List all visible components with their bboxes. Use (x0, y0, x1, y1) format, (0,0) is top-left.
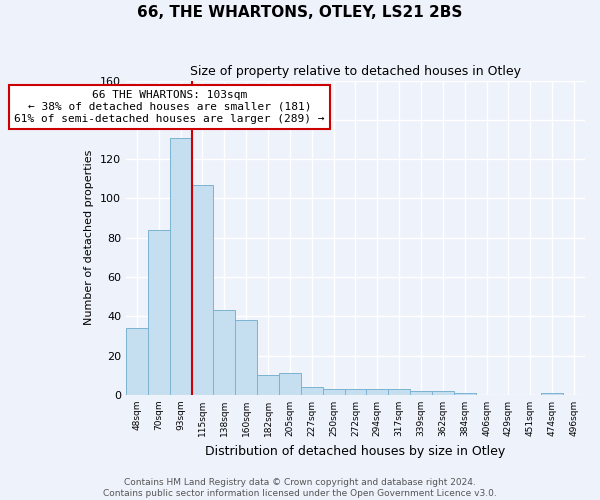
Y-axis label: Number of detached properties: Number of detached properties (85, 150, 94, 326)
Text: Contains HM Land Registry data © Crown copyright and database right 2024.
Contai: Contains HM Land Registry data © Crown c… (103, 478, 497, 498)
Bar (191, 184, 214, 395)
Bar (170, 138, 191, 395)
Title: Size of property relative to detached houses in Otley: Size of property relative to detached ho… (190, 65, 521, 78)
Bar (388, 389, 410, 395)
Bar (126, 328, 148, 395)
Text: 66 THE WHARTONS: 103sqm
← 38% of detached houses are smaller (181)
61% of semi-d: 66 THE WHARTONS: 103sqm ← 38% of detache… (14, 90, 325, 124)
Bar (344, 389, 367, 395)
Bar (323, 389, 344, 395)
Text: 66, THE WHARTONS, OTLEY, LS21 2BS: 66, THE WHARTONS, OTLEY, LS21 2BS (137, 5, 463, 20)
Bar (235, 320, 257, 395)
Bar (367, 389, 388, 395)
X-axis label: Distribution of detached houses by size in Otley: Distribution of detached houses by size … (205, 444, 506, 458)
Bar (257, 376, 279, 395)
Bar (410, 391, 432, 395)
Bar (432, 391, 454, 395)
Bar (148, 230, 170, 395)
Bar (541, 393, 563, 395)
Bar (301, 387, 323, 395)
Bar (214, 310, 235, 395)
Bar (454, 393, 476, 395)
Bar (279, 374, 301, 395)
